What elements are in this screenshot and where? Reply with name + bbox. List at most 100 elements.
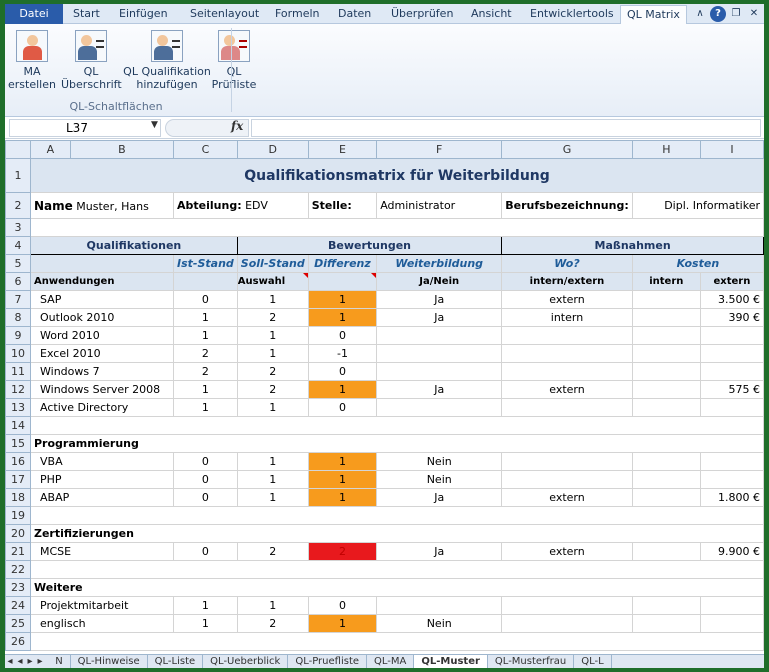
header-ist-stand[interactable]: Ist-Stand [173, 254, 238, 273]
header-massnahmen[interactable]: Maßnahmen [501, 236, 764, 255]
wo-cell[interactable]: intern [501, 308, 633, 327]
soll-stand-cell[interactable]: 1 [236, 326, 309, 345]
kosten-intern-cell[interactable] [631, 596, 701, 615]
differenz-cell[interactable]: 1 [307, 470, 378, 489]
sheet-tab[interactable]: QL-Liste [148, 655, 204, 668]
first-sheet-icon[interactable]: ◂ [7, 656, 13, 667]
column-header[interactable]: A [30, 140, 71, 159]
sheet-tab[interactable]: QL-Muster [414, 655, 488, 668]
wo-cell[interactable] [501, 326, 633, 345]
kosten-extern-cell[interactable] [699, 398, 764, 417]
kosten-intern-cell[interactable] [631, 326, 701, 345]
weiterbildung-cell[interactable]: Ja [376, 308, 503, 327]
soll-stand-cell[interactable]: 1 [236, 452, 309, 471]
formula-input[interactable] [251, 119, 761, 137]
kosten-extern-cell[interactable]: 575 € [699, 380, 764, 399]
kosten-intern-cell[interactable] [631, 290, 701, 309]
differenz-cell[interactable]: 1 [307, 308, 378, 327]
row-header[interactable]: 24 [5, 596, 31, 615]
row-header[interactable]: 10 [5, 344, 31, 363]
differenz-cell[interactable]: -1 [307, 344, 378, 363]
tab-entwicklertools[interactable]: Entwicklertools [530, 7, 614, 20]
sheet-tab[interactable]: N [48, 655, 71, 668]
soll-stand-cell[interactable]: 1 [236, 488, 309, 507]
ist-stand-cell[interactable]: 1 [173, 308, 238, 327]
cell[interactable]: Name Muster, Hans [29, 192, 175, 219]
skill-name[interactable]: Outlook 2010 [29, 308, 175, 327]
weiterbildung-cell[interactable]: Nein [376, 614, 503, 633]
differenz-cell[interactable]: 1 [307, 290, 378, 309]
kosten-extern-cell[interactable] [699, 470, 764, 489]
sheet-tab[interactable]: QL-Hinweise [71, 655, 148, 668]
skill-name[interactable]: SAP [29, 290, 175, 309]
tab-einfuegen[interactable]: Einfügen [119, 7, 168, 20]
wo-cell[interactable] [501, 344, 633, 363]
row-header[interactable]: 26 [5, 632, 31, 651]
ist-stand-cell[interactable]: 1 [173, 326, 238, 345]
tab-datei[interactable]: Datei [5, 4, 63, 24]
cell[interactable] [30, 560, 764, 579]
soll-stand-cell[interactable]: 1 [236, 344, 309, 363]
ist-stand-cell[interactable]: 1 [173, 596, 238, 615]
wo-cell[interactable]: extern [501, 488, 633, 507]
skill-name[interactable]: VBA [29, 452, 175, 471]
kosten-extern-cell[interactable]: 390 € [699, 308, 764, 327]
header-extern[interactable]: extern [699, 272, 764, 291]
header-intern[interactable]: intern [631, 272, 701, 291]
row-header[interactable]: 23 [5, 578, 31, 597]
kosten-extern-cell[interactable]: 9.900 € [699, 542, 764, 561]
header-auswahl[interactable]: Auswahl [236, 272, 309, 291]
weiterbildung-cell[interactable] [376, 596, 503, 615]
cell[interactable] [29, 254, 175, 273]
section-programmierung[interactable]: Programmierung [30, 434, 764, 453]
cell[interactable] [173, 272, 238, 291]
row-header[interactable]: 9 [5, 326, 31, 345]
wo-cell[interactable] [501, 614, 633, 633]
row-header[interactable]: 20 [5, 524, 31, 543]
row-header[interactable]: 25 [5, 614, 31, 633]
kosten-extern-cell[interactable]: 3.500 € [699, 290, 764, 309]
prev-sheet-icon[interactable]: ◂ [17, 656, 23, 667]
weiterbildung-cell[interactable] [376, 398, 503, 417]
soll-stand-cell[interactable]: 2 [236, 614, 309, 633]
skill-name[interactable]: Windows Server 2008 [29, 380, 175, 399]
kosten-extern-cell[interactable] [699, 452, 764, 471]
header-kosten[interactable]: Kosten [631, 254, 764, 273]
row-header[interactable]: 11 [5, 362, 31, 381]
row-header[interactable]: 3 [5, 218, 31, 237]
header-soll-stand[interactable]: Soll-Stand [236, 254, 309, 273]
ist-stand-cell[interactable]: 2 [173, 344, 238, 363]
row-header[interactable]: 17 [5, 470, 31, 489]
kosten-intern-cell[interactable] [631, 488, 701, 507]
column-header[interactable]: I [699, 140, 764, 159]
kosten-intern-cell[interactable] [631, 542, 701, 561]
weiterbildung-cell[interactable] [376, 362, 503, 381]
ist-stand-cell[interactable]: 1 [173, 614, 238, 633]
skill-name[interactable]: englisch [29, 614, 175, 633]
differenz-cell[interactable]: 2 [307, 542, 378, 561]
ist-stand-cell[interactable]: 0 [173, 488, 238, 507]
ist-stand-cell[interactable]: 0 [173, 290, 238, 309]
row-header[interactable]: 2 [5, 192, 31, 219]
header-anwendungen[interactable]: Anwendungen [29, 272, 175, 291]
cell[interactable] [30, 416, 764, 435]
wo-cell[interactable]: extern [501, 380, 633, 399]
kosten-intern-cell[interactable] [631, 380, 701, 399]
sheet-title[interactable]: Qualifikationsmatrix für Weiterbildung [30, 158, 764, 193]
differenz-cell[interactable]: 0 [307, 398, 378, 417]
weiterbildung-cell[interactable]: Nein [376, 470, 503, 489]
tab-formeln[interactable]: Formeln [275, 7, 320, 20]
wo-cell[interactable] [501, 596, 633, 615]
cell[interactable] [30, 632, 764, 651]
ist-stand-cell[interactable]: 2 [173, 362, 238, 381]
weiterbildung-cell[interactable]: Ja [376, 542, 503, 561]
tab-start[interactable]: Start [73, 7, 100, 20]
row-header[interactable]: 16 [5, 452, 31, 471]
ist-stand-cell[interactable]: 0 [173, 542, 238, 561]
differenz-cell[interactable]: 0 [307, 362, 378, 381]
row-header[interactable]: 19 [5, 506, 31, 525]
differenz-cell[interactable]: 1 [307, 614, 378, 633]
row-header[interactable]: 6 [5, 272, 31, 291]
restore-icon[interactable]: ❐ [731, 8, 741, 19]
weiterbildung-cell[interactable]: Nein [376, 452, 503, 471]
